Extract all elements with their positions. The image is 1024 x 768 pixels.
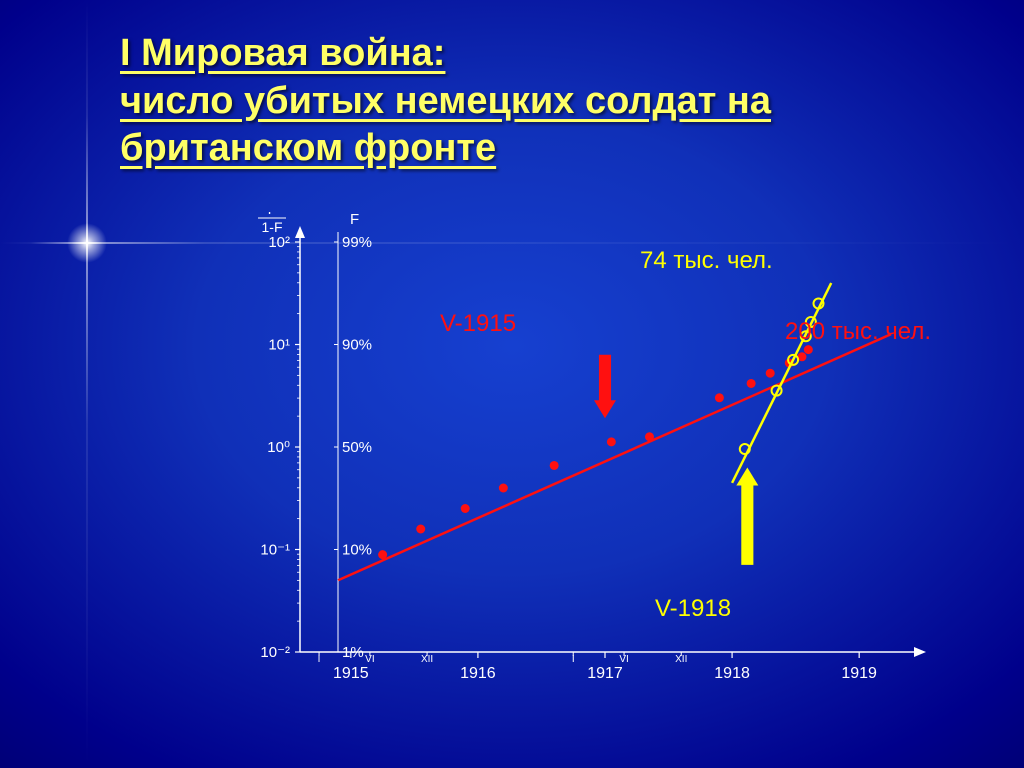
svg-text:99%: 99%: [342, 234, 372, 251]
svg-text:1-F: 1-F: [262, 219, 283, 235]
svg-text:XII: XII: [675, 654, 687, 665]
slide: I Мировая война:число убитых немецких со…: [0, 0, 1024, 768]
svg-text:F: F: [350, 212, 359, 228]
flare-vertical: [86, 0, 88, 768]
svg-text:I: I: [572, 654, 575, 665]
annotation-74k: 74 тыс. чел.: [640, 247, 773, 275]
svg-text:1915: 1915: [333, 665, 369, 682]
svg-text:50%: 50%: [342, 439, 372, 456]
annotation-v1915: V-1915: [440, 310, 516, 338]
svg-text:10⁻²: 10⁻²: [260, 644, 290, 661]
annotation-200k: 200 тыс. чел.: [785, 318, 931, 346]
slide-title: I Мировая война:число убитых немецких со…: [120, 30, 970, 173]
svg-text:VI: VI: [365, 654, 374, 665]
svg-text:1917: 1917: [587, 665, 623, 682]
svg-text:90%: 90%: [342, 337, 372, 354]
svg-text:VI: VI: [619, 654, 628, 665]
svg-text:1919: 1919: [841, 665, 877, 682]
annotation-v1918: V-1918: [655, 595, 731, 623]
svg-text:10²: 10²: [268, 234, 290, 251]
svg-text:F: F: [268, 212, 277, 217]
svg-text:10¹: 10¹: [268, 337, 290, 354]
chart: 10⁻² 1% 10⁻¹ 10% 10⁰ 50% 10¹ 90% 10² 99% F 1-F F 1915…: [220, 212, 940, 712]
svg-text:10⁰: 10⁰: [267, 439, 290, 456]
svg-text:XII: XII: [421, 654, 433, 665]
svg-text:10%: 10%: [342, 542, 372, 559]
svg-text:I: I: [318, 654, 321, 665]
svg-text:1918: 1918: [714, 665, 750, 682]
svg-text:10⁻¹: 10⁻¹: [260, 542, 290, 559]
svg-text:1%: 1%: [342, 644, 364, 661]
svg-text:1916: 1916: [460, 665, 496, 682]
flare-center: [67, 223, 107, 263]
